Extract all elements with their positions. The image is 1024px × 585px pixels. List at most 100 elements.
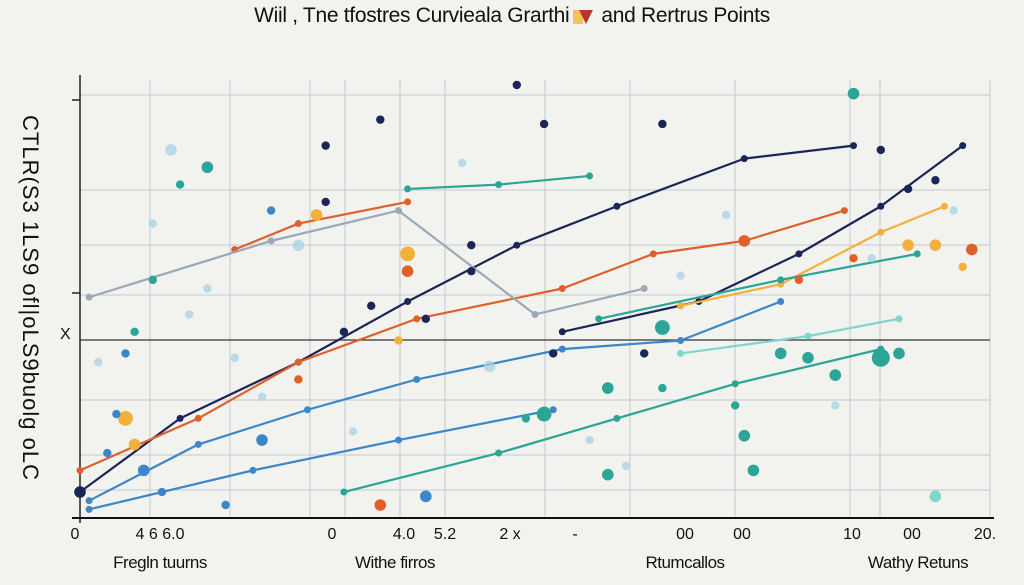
- data-point: [539, 119, 549, 129]
- data-point: [829, 369, 842, 381]
- data-point: [400, 246, 415, 262]
- series-line-mint: [680, 317, 900, 355]
- series-line-orange-a: [79, 209, 845, 472]
- series-point-blue-a: [304, 406, 311, 414]
- data-point: [467, 241, 476, 250]
- x-tick-label: 0: [327, 526, 337, 543]
- data-point: [929, 239, 942, 252]
- data-point: [731, 401, 740, 410]
- series-point-teal-b: [586, 172, 594, 180]
- series-point-navy-a: [176, 414, 184, 422]
- x-tick-label: 4.0: [392, 526, 416, 543]
- series-point-orange-a: [294, 358, 302, 366]
- data-point: [831, 401, 840, 410]
- data-point: [165, 144, 177, 156]
- x-category-label: Rtumcallos: [645, 553, 725, 572]
- series-point-blue-a: [194, 440, 202, 448]
- data-point: [483, 360, 496, 373]
- title-right: and Rertrus Points: [601, 4, 770, 27]
- chart-title: Wiil , Tne tfostres Curvieala Grarthi and…: [0, 4, 1024, 28]
- data-point: [294, 375, 303, 384]
- data-point: [949, 206, 958, 215]
- data-point: [721, 210, 731, 220]
- x-tick-label: 2 x: [499, 526, 521, 543]
- series-point-grey: [640, 285, 648, 293]
- x-category-label: Wathy Retuns: [867, 553, 969, 572]
- data-point: [871, 348, 890, 367]
- series-point-mint: [895, 315, 903, 323]
- series-point-grey: [531, 310, 539, 318]
- series-point-teal-c: [595, 315, 603, 323]
- data-point: [201, 161, 214, 174]
- series-point-teal-a: [613, 414, 621, 422]
- x-category-label: Fregln tuurns: [113, 553, 207, 572]
- series-point-orange-a: [649, 250, 657, 258]
- series-point-blue-a: [85, 497, 93, 505]
- series-point-navy-b: [795, 250, 803, 258]
- data-point: [966, 243, 978, 256]
- data-point: [774, 347, 787, 360]
- data-point: [118, 411, 133, 426]
- data-point: [658, 119, 667, 129]
- data-point: [137, 464, 150, 477]
- series-point-teal-c: [777, 276, 785, 284]
- data-point: [738, 429, 751, 442]
- series-point-navy-b: [877, 202, 885, 210]
- series-point-orange-a: [413, 315, 421, 323]
- data-point: [257, 392, 267, 401]
- series-point-blue-a: [558, 345, 566, 353]
- series-point-mint: [677, 349, 685, 357]
- data-point: [640, 349, 649, 358]
- data-point: [128, 438, 141, 451]
- data-point: [376, 115, 385, 124]
- series-point-teal-a: [731, 380, 739, 388]
- series-point-orange-a: [76, 466, 84, 474]
- series-point-grey: [85, 293, 93, 301]
- x-tick-label: 20.: [973, 526, 997, 543]
- series-point-amber: [677, 302, 685, 310]
- x-tick-label: -: [572, 526, 578, 543]
- series-line-grey: [88, 209, 645, 316]
- data-point: [394, 336, 403, 345]
- series-point-orange-a: [840, 207, 848, 215]
- data-point: [585, 435, 594, 445]
- data-point: [266, 206, 276, 215]
- data-point: [536, 406, 552, 422]
- data-point: [512, 80, 521, 90]
- series-point-orange-a: [558, 285, 566, 293]
- data-point: [420, 490, 432, 503]
- data-point: [655, 320, 670, 335]
- data-point: [310, 209, 323, 221]
- data-point: [931, 176, 940, 185]
- data-point: [148, 219, 157, 228]
- data-point: [112, 409, 121, 419]
- series-point-teal-a: [340, 488, 348, 496]
- data-point: [130, 327, 139, 337]
- series-line-amber: [680, 205, 945, 307]
- series-point-blue-b: [249, 466, 257, 474]
- x-tick-label: 4 6 6.0: [135, 526, 185, 543]
- data-point: [185, 310, 194, 319]
- x-tick-label: 00: [903, 526, 921, 543]
- x-tick-label: 10: [843, 526, 861, 543]
- data-point: [903, 184, 913, 194]
- x-tick-label: 5.2: [433, 526, 457, 543]
- data-point: [602, 382, 614, 394]
- data-point: [401, 265, 414, 277]
- series-point-amber: [941, 202, 948, 210]
- data-point: [621, 461, 631, 471]
- data-point: [256, 434, 268, 446]
- data-point: [467, 266, 476, 276]
- data-point: [549, 349, 558, 358]
- data-point: [203, 284, 212, 293]
- data-point: [847, 87, 860, 100]
- y-axis-mark: X: [60, 326, 71, 343]
- series-point-orange-b: [404, 198, 412, 206]
- data-point: [902, 239, 914, 252]
- data-point: [175, 180, 185, 189]
- data-point: [367, 301, 376, 311]
- series-point-orange-a: [194, 414, 202, 422]
- data-point: [747, 464, 760, 477]
- series-point-grey: [267, 237, 275, 245]
- series-line-blue-b: [88, 408, 554, 511]
